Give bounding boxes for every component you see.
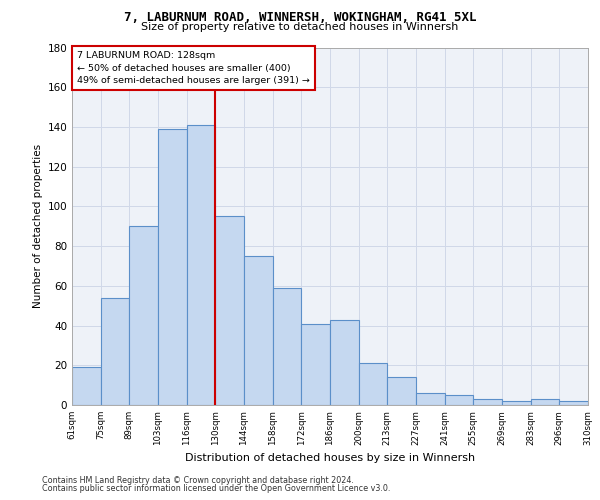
Bar xyxy=(158,129,187,405)
Bar xyxy=(244,256,272,405)
X-axis label: Distribution of detached houses by size in Winnersh: Distribution of detached houses by size … xyxy=(185,453,475,463)
Bar xyxy=(473,399,502,405)
Bar xyxy=(330,320,359,405)
Bar xyxy=(530,399,559,405)
Bar xyxy=(215,216,244,405)
Bar xyxy=(416,393,445,405)
Bar xyxy=(187,125,215,405)
Bar xyxy=(272,288,301,405)
Bar xyxy=(101,298,130,405)
Bar xyxy=(559,401,588,405)
Y-axis label: Number of detached properties: Number of detached properties xyxy=(33,144,43,308)
Text: 7, LABURNUM ROAD, WINNERSH, WOKINGHAM, RG41 5XL: 7, LABURNUM ROAD, WINNERSH, WOKINGHAM, R… xyxy=(124,11,476,24)
Bar xyxy=(502,401,530,405)
Bar xyxy=(72,368,101,405)
Text: Contains public sector information licensed under the Open Government Licence v3: Contains public sector information licen… xyxy=(42,484,391,493)
Bar xyxy=(359,364,388,405)
Text: Contains HM Land Registry data © Crown copyright and database right 2024.: Contains HM Land Registry data © Crown c… xyxy=(42,476,354,485)
Text: Size of property relative to detached houses in Winnersh: Size of property relative to detached ho… xyxy=(142,22,458,32)
Bar xyxy=(445,395,473,405)
Bar xyxy=(388,377,416,405)
Text: 7 LABURNUM ROAD: 128sqm
← 50% of detached houses are smaller (400)
49% of semi-d: 7 LABURNUM ROAD: 128sqm ← 50% of detache… xyxy=(77,51,310,85)
Bar xyxy=(130,226,158,405)
Bar xyxy=(301,324,330,405)
